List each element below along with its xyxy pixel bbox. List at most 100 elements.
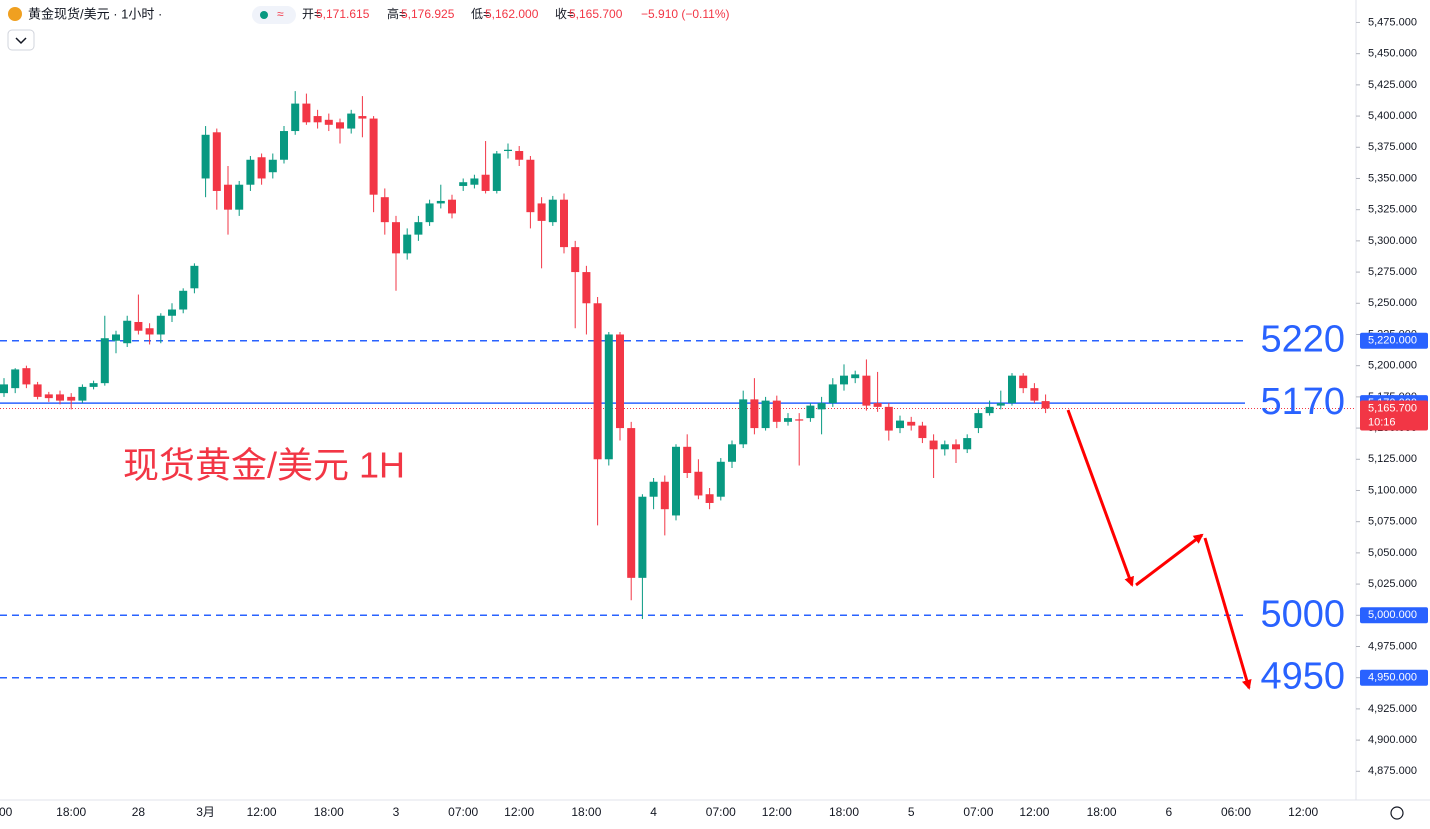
price-box <box>1360 669 1428 686</box>
candle-body <box>302 103 311 123</box>
candle-body <box>168 309 176 316</box>
candle-body <box>694 471 703 496</box>
candle-body <box>840 375 848 385</box>
candle-body <box>929 440 938 450</box>
y-tick-label: 4,975.000 <box>1368 640 1417 652</box>
plot-area <box>0 91 1356 679</box>
candle-body <box>963 438 972 450</box>
candle-body <box>313 116 322 123</box>
candle-body <box>134 321 143 331</box>
candle-body <box>1041 401 1050 409</box>
x-tick-label: 06:00 <box>1221 805 1251 819</box>
current-price-label: 5,165.700 <box>1368 402 1417 414</box>
symbol-icon <box>8 7 22 21</box>
candle-body <box>996 403 1005 406</box>
candle-body <box>537 203 546 221</box>
candle-body <box>896 420 904 429</box>
candle-body <box>380 197 389 223</box>
arrow <box>1066 409 1134 587</box>
candle-body <box>739 399 748 445</box>
x-tick-label: 18:00 <box>314 805 344 819</box>
candle-body <box>672 446 680 516</box>
x-tick-label: 3月 <box>196 805 215 819</box>
candle-body <box>78 386 87 401</box>
price-level-label: 4950 <box>1260 656 1345 698</box>
candle-body <box>100 338 109 384</box>
candle-body <box>224 184 232 210</box>
price-box-label: 4,950.000 <box>1368 672 1417 684</box>
candle-body <box>246 159 255 185</box>
candle-body <box>907 421 916 426</box>
candle-body <box>728 444 736 462</box>
candle-body <box>257 157 266 179</box>
candle-body <box>67 396 76 401</box>
legend-value: 5,165.700 <box>569 7 623 21</box>
x-tick-label: :00 <box>0 805 13 819</box>
candle-body <box>560 199 568 248</box>
y-tick-label: 5,250.000 <box>1368 297 1417 309</box>
collapse-button[interactable] <box>7 29 35 51</box>
y-tick-label: 5,375.000 <box>1368 141 1417 153</box>
candle-body <box>582 272 591 304</box>
legend-key: 高= <box>387 6 406 21</box>
settings-icon[interactable] <box>1390 806 1404 820</box>
y-tick-label: 5,475.000 <box>1368 16 1417 28</box>
candle-body <box>974 413 983 429</box>
candle-body <box>806 405 815 419</box>
y-tick-label: 5,425.000 <box>1368 79 1417 91</box>
y-tick-label: 5,200.000 <box>1368 360 1417 372</box>
candle-body <box>425 203 434 223</box>
arrow <box>1203 537 1252 690</box>
candle-body <box>593 303 602 460</box>
candle-body <box>616 334 624 429</box>
status-pill <box>252 6 296 24</box>
candle-body <box>280 131 288 160</box>
y-tick-label: 5,100.000 <box>1368 484 1417 496</box>
y-tick-label: 5,300.000 <box>1368 235 1417 247</box>
candle-body <box>772 400 781 422</box>
y-tick-label: 5,400.000 <box>1368 110 1417 122</box>
candle-body <box>548 199 557 223</box>
y-tick-label: 5,325.000 <box>1368 204 1417 216</box>
price-box <box>1360 607 1428 624</box>
candle-body <box>347 113 356 129</box>
y-tick-label: 5,450.000 <box>1368 48 1417 60</box>
candle-body <box>448 199 456 214</box>
candle-body <box>504 149 512 152</box>
candle-body <box>1030 388 1039 401</box>
x-tick-label: 07:00 <box>963 805 993 819</box>
candle-body <box>952 444 960 450</box>
candle-body <box>190 265 199 289</box>
annotation: 现货黄金/美元 1H <box>123 445 405 486</box>
y-tick-label: 5,050.000 <box>1368 547 1417 559</box>
candle-body <box>940 444 949 450</box>
candle-body <box>268 159 277 173</box>
candle-body <box>784 418 792 422</box>
x-tick-label: 12:00 <box>762 805 792 819</box>
candle-body <box>873 403 882 407</box>
candle-body <box>145 328 154 335</box>
candle-body <box>884 406 893 431</box>
legend-key: 开= <box>302 7 321 21</box>
y-tick-label: 5,125.000 <box>1368 453 1417 465</box>
candle-body <box>492 153 501 191</box>
x-tick-label: 28 <box>132 805 146 819</box>
candle-body <box>414 222 423 235</box>
candle-body <box>705 494 714 503</box>
candle-body <box>649 481 658 497</box>
x-tick-label: 18:00 <box>1087 805 1117 819</box>
x-tick-label: 4 <box>650 805 657 819</box>
candle-body <box>212 132 221 191</box>
price-box-label: 5,220.000 <box>1368 335 1417 347</box>
legend-key: 收= <box>555 7 574 21</box>
price-box-label: 5,000.000 <box>1368 609 1417 621</box>
candle-body <box>33 384 42 397</box>
candle-body <box>660 481 669 510</box>
candle-body <box>358 116 367 119</box>
candle-body <box>336 122 344 129</box>
x-tick-label: 12:00 <box>504 805 534 819</box>
candle-body <box>56 394 64 401</box>
x-tick-label: 18:00 <box>571 805 601 819</box>
candle-body <box>817 403 826 410</box>
